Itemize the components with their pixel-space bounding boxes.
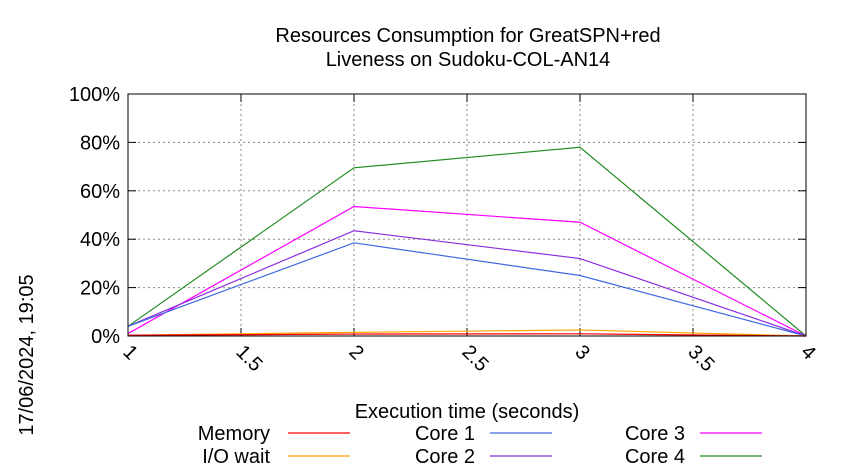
chart-title-line1: Resources Consumption for GreatSPN+red	[275, 25, 660, 47]
x-tick-label: 1.5	[231, 341, 266, 376]
series-line-memory	[127, 333, 807, 337]
timestamp-label: 17/06/2024, 19:05	[16, 274, 38, 435]
plot-frame	[127, 93, 807, 337]
y-tick-label: 40%	[80, 229, 120, 251]
y-tick-label: 60%	[80, 181, 120, 203]
y-axis-ticks: 0% 20% 40% 60% 80% 100%	[69, 84, 806, 348]
legend-label: Core 3	[625, 423, 685, 445]
legend-label: Core 2	[415, 446, 475, 468]
y-tick-label: 0%	[91, 326, 120, 348]
y-tick-label: 20%	[80, 278, 120, 300]
x-tick-label: 2.5	[457, 341, 492, 376]
series-line-core-4	[127, 146, 807, 337]
legend-label: Memory	[198, 423, 270, 445]
series-line-i-o-wait	[127, 329, 807, 337]
x-tick-label: 1	[118, 341, 141, 364]
legend-label: Core 4	[625, 446, 685, 468]
series-lines	[127, 146, 807, 337]
y-tick-label: 80%	[80, 132, 120, 154]
x-axis-label: Execution time (seconds)	[355, 401, 580, 423]
legend-label: I/O wait	[202, 446, 270, 468]
legend-label: Core 1	[415, 423, 475, 445]
series-line-core-3	[127, 205, 807, 337]
chart-title-line2: Liveness on Sudoku-COL-AN14	[326, 49, 611, 71]
series-line-core-2	[127, 230, 807, 337]
x-tick-label: 2	[344, 341, 367, 364]
series-line-core-1	[127, 242, 807, 337]
grid	[128, 94, 806, 336]
x-tick-label: 3	[570, 341, 593, 364]
x-tick-label: 3.5	[683, 341, 718, 376]
y-tick-label: 100%	[69, 84, 120, 106]
x-tick-label: 4	[796, 341, 819, 364]
